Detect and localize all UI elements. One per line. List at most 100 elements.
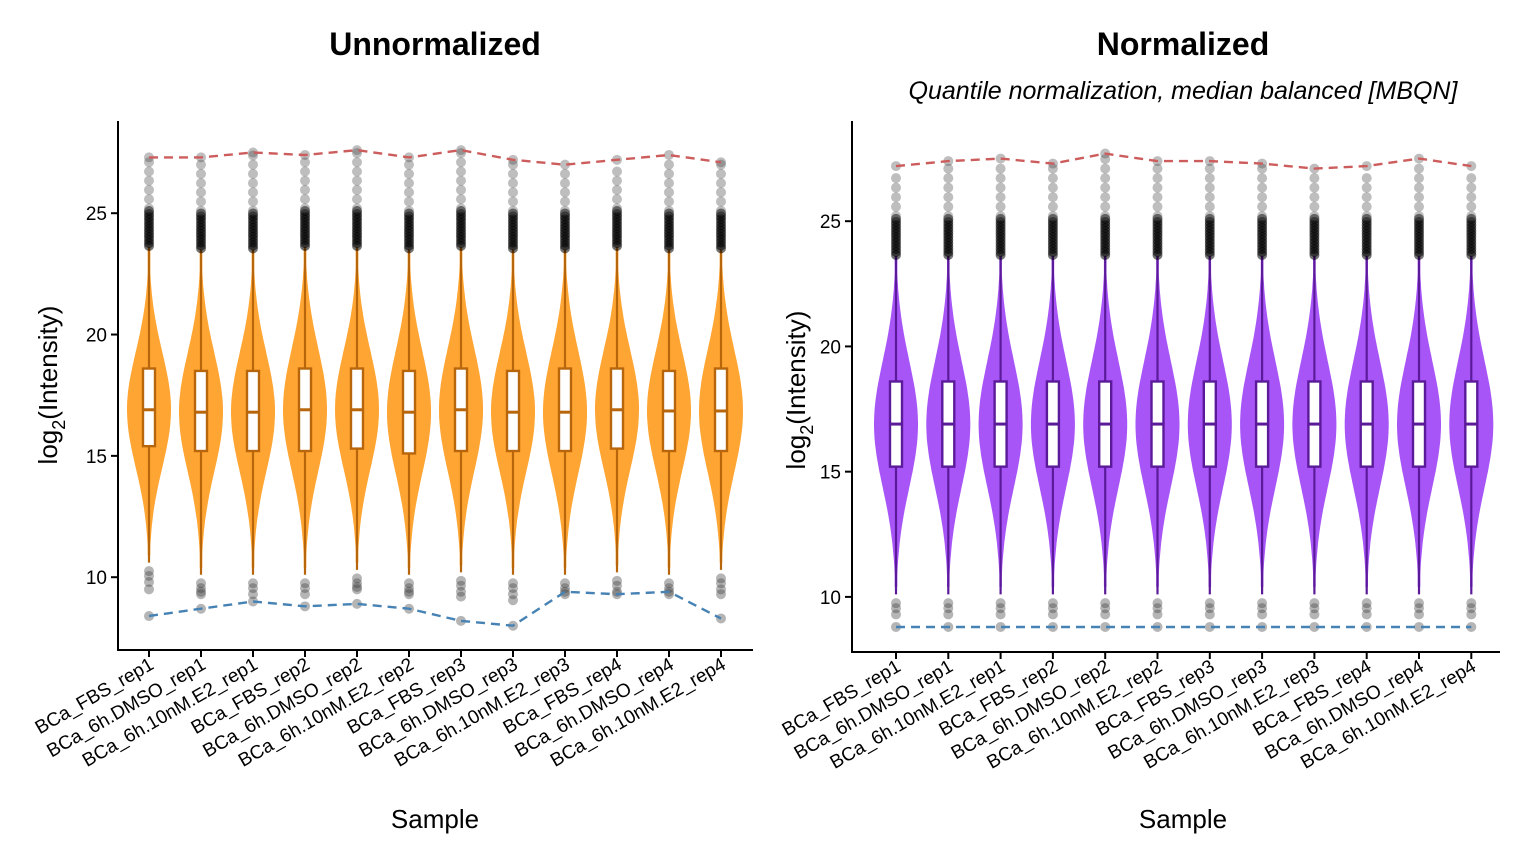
- outlier-point: [1466, 603, 1477, 614]
- outlier-point: [352, 145, 362, 156]
- outlier-point: [891, 603, 901, 614]
- outlier-point: [456, 145, 466, 156]
- outlier-point: [1152, 609, 1163, 620]
- outlier-point: [1414, 201, 1424, 212]
- outlier-point: [560, 589, 570, 600]
- outlier-point: [995, 201, 1006, 212]
- outlier-point: [1466, 182, 1477, 193]
- outlier-point: [995, 182, 1006, 193]
- outlier-point: [1309, 182, 1320, 193]
- outlier-point: [1047, 182, 1058, 193]
- outlier-point: [995, 211, 1006, 222]
- outlier-point: [1100, 182, 1111, 193]
- outlier-point: [1204, 213, 1215, 224]
- outlier-point: [300, 175, 310, 186]
- outlier-point: [1466, 192, 1477, 203]
- outlier-point: [404, 187, 414, 198]
- outlier-point: [196, 187, 206, 198]
- outlier-point: [1047, 598, 1058, 609]
- violins: [127, 247, 743, 575]
- outlier-point: [456, 203, 466, 214]
- outlier-point: [891, 213, 901, 224]
- outlier-point: [248, 187, 258, 198]
- outlier-point: [1152, 182, 1163, 193]
- outlier-point: [1414, 598, 1424, 609]
- outlier-point: [1152, 192, 1163, 203]
- outlier-point: [1204, 192, 1215, 203]
- outlier-point: [248, 205, 258, 216]
- outlier-point: [943, 173, 954, 184]
- outlier-point: [995, 621, 1006, 632]
- outlier-point: [612, 206, 622, 217]
- outlier-point: [144, 206, 154, 217]
- outlier-point: [144, 166, 154, 177]
- outlier-point: [508, 196, 518, 207]
- outlier-point: [1466, 609, 1477, 620]
- y-tick-label: 25: [86, 204, 107, 225]
- outlier-point: [1309, 211, 1320, 222]
- outlier-point: [144, 194, 154, 205]
- outlier-point: [995, 603, 1006, 614]
- outlier-point: [404, 208, 414, 219]
- outlier-point: [664, 208, 674, 219]
- outlier-point: [1257, 213, 1268, 224]
- outlier-point: [995, 163, 1006, 174]
- outlier-point: [891, 609, 901, 620]
- max-trend-line: [149, 148, 722, 166]
- outlier-point: [1361, 213, 1372, 224]
- outlier-point: [612, 175, 622, 186]
- outlier-point: [1257, 192, 1268, 203]
- outlier-point: [995, 153, 1006, 164]
- outlier-point: [1361, 192, 1372, 203]
- max-trend-line: [895, 152, 1472, 170]
- outlier-point: [300, 589, 310, 600]
- outlier-point: [300, 184, 310, 195]
- outlier-point: [891, 211, 901, 222]
- outlier-point: [196, 205, 206, 216]
- outlier-point: [300, 206, 310, 217]
- outlier-point: [1100, 621, 1111, 632]
- outlier-point: [1047, 192, 1058, 203]
- outlier-point: [196, 583, 206, 594]
- outlier-point: [995, 192, 1006, 203]
- outlier-point: [1204, 173, 1215, 184]
- outlier-point: [1152, 598, 1163, 609]
- outlier-point: [456, 157, 466, 168]
- outlier-point: [300, 166, 310, 177]
- outlier-point: [404, 578, 414, 589]
- outlier-point: [144, 584, 154, 595]
- outlier-point: [716, 589, 726, 600]
- y-tick-label: 20: [86, 326, 107, 347]
- outlier-point: [716, 208, 726, 219]
- outlier-point: [560, 583, 570, 594]
- outlier-point: [196, 196, 206, 207]
- outlier-point: [456, 194, 466, 205]
- y-axis-title: log2(Intensity): [33, 306, 69, 465]
- outlier-point: [1466, 211, 1477, 222]
- outlier-point: [352, 194, 362, 205]
- outlier-point: [1100, 201, 1111, 212]
- iqr-box: [557, 367, 573, 453]
- outlier-point: [352, 584, 362, 595]
- outlier-point: [891, 192, 901, 203]
- outlier-point: [456, 184, 466, 195]
- outlier-point: [1309, 598, 1320, 609]
- outlier-point: [352, 184, 362, 195]
- outlier-point: [612, 203, 622, 214]
- outlier-point: [1466, 173, 1477, 184]
- outlier-point: [1152, 603, 1163, 614]
- y-tick-label: 10: [86, 568, 107, 589]
- outlier-point: [1257, 173, 1268, 184]
- outlier-point: [716, 168, 726, 179]
- outlier-point: [352, 203, 362, 214]
- iqr-box: [141, 367, 157, 448]
- outlier-point: [1100, 173, 1111, 184]
- outlier-point: [1257, 182, 1268, 193]
- outlier-point: [560, 208, 570, 219]
- outlier-point: [1100, 213, 1111, 224]
- outlier-point: [1204, 163, 1215, 174]
- outlier-point: [943, 211, 954, 222]
- outlier-point: [144, 157, 154, 168]
- outlier-point: [1466, 598, 1477, 609]
- outlier-point: [612, 580, 622, 591]
